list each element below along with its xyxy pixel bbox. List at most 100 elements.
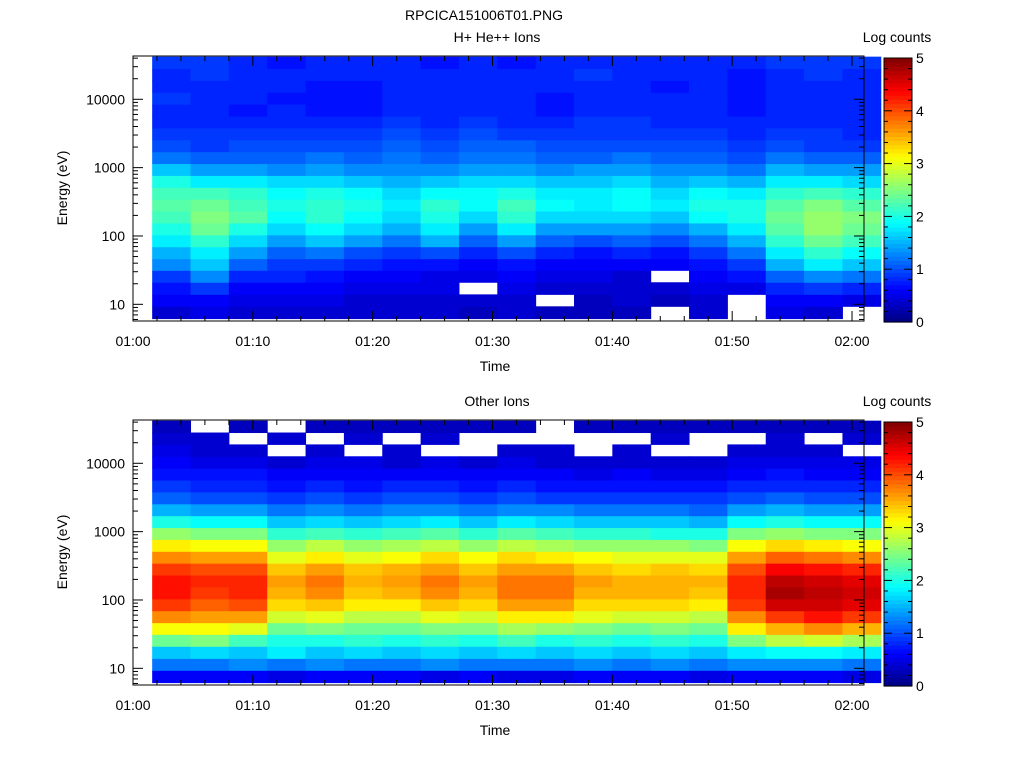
colorbar-swatch bbox=[884, 128, 912, 133]
heatmap-cell bbox=[190, 270, 230, 283]
heatmap-cell bbox=[458, 598, 498, 612]
heatmap-cell bbox=[689, 163, 728, 176]
colorbar-swatch bbox=[884, 103, 912, 109]
heatmap-cell bbox=[689, 222, 728, 236]
colorbar-swatch bbox=[884, 467, 912, 473]
colorbar-swatch bbox=[884, 313, 912, 319]
heatmap-cell bbox=[497, 80, 537, 93]
heatmap-cell bbox=[804, 294, 843, 307]
heatmap-cell bbox=[420, 598, 460, 612]
heatmap-cell bbox=[535, 503, 575, 517]
heatmap-cell bbox=[689, 420, 728, 434]
heatmap-cell bbox=[343, 139, 383, 153]
heatmap-cell bbox=[152, 598, 192, 612]
colorbar-swatch bbox=[884, 140, 912, 146]
heatmap-cell bbox=[765, 270, 805, 283]
heatmap-cell bbox=[650, 139, 690, 153]
colorbar-frame bbox=[883, 421, 913, 687]
heatmap-cell bbox=[190, 646, 230, 659]
heatmap-cell bbox=[804, 503, 843, 517]
heatmap-cell bbox=[689, 282, 728, 295]
heatmap-cell bbox=[382, 670, 422, 684]
heatmap-cell bbox=[305, 175, 345, 188]
colorbar: 0 1 2 3 4 5 bbox=[883, 50, 924, 330]
colorbar-swatch bbox=[884, 223, 912, 228]
heatmap-cell bbox=[343, 163, 383, 176]
x-axis-label: Time bbox=[480, 358, 511, 374]
heatmap-cell bbox=[190, 622, 230, 635]
heatmap-cell bbox=[612, 515, 652, 529]
colorbar-swatch bbox=[884, 305, 912, 311]
heatmap-cell bbox=[382, 294, 422, 307]
heatmap-cell bbox=[842, 68, 882, 81]
heatmap-cell bbox=[497, 116, 537, 129]
colorbar-swatch bbox=[884, 537, 912, 543]
heatmap-cell bbox=[152, 563, 192, 576]
heatmap-cell bbox=[458, 503, 498, 517]
heatmap-cell bbox=[152, 211, 192, 224]
heatmap-cell bbox=[420, 104, 460, 117]
heatmap-cell bbox=[727, 92, 767, 105]
heatmap-cell bbox=[305, 563, 345, 576]
heatmap-cell bbox=[343, 670, 383, 684]
heatmap-cell bbox=[535, 80, 575, 93]
heatmap-cell bbox=[420, 282, 460, 295]
heatmap-cell bbox=[382, 139, 422, 153]
heatmap-cell bbox=[650, 575, 690, 588]
heatmap-cell bbox=[228, 175, 268, 188]
colorbar-swatch bbox=[884, 628, 912, 633]
heatmap-cell bbox=[343, 539, 383, 552]
heatmap-cell bbox=[689, 539, 728, 552]
heatmap-cell bbox=[842, 175, 882, 188]
heatmap-cell bbox=[382, 444, 422, 457]
heatmap-cell bbox=[343, 211, 383, 224]
heatmap-cell bbox=[497, 444, 537, 457]
heatmap-cell bbox=[804, 622, 843, 635]
heatmap-cell bbox=[267, 56, 307, 70]
heatmap-cell bbox=[267, 539, 307, 552]
heatmap-cell bbox=[535, 104, 575, 117]
y-tick-label: 10 bbox=[109, 660, 125, 676]
heatmap-cell bbox=[190, 68, 230, 81]
heatmap-cell bbox=[190, 56, 230, 70]
heatmap-cell bbox=[689, 646, 728, 659]
heatmap-cell bbox=[382, 551, 422, 564]
heatmap-cell bbox=[343, 56, 383, 70]
colorbar-swatch bbox=[884, 119, 912, 125]
heatmap-cell bbox=[190, 306, 230, 320]
heatmap-cell bbox=[804, 104, 843, 117]
heatmap-cell bbox=[535, 270, 575, 283]
colorbar-tick-label: 3 bbox=[916, 156, 924, 172]
heatmap-cell bbox=[497, 634, 537, 647]
heatmap-cell bbox=[574, 622, 613, 635]
heatmap-cell bbox=[804, 539, 843, 552]
heatmap-cell bbox=[612, 468, 652, 481]
heatmap-cell bbox=[804, 127, 843, 141]
heatmap-cell bbox=[267, 163, 307, 176]
heatmap-cell bbox=[612, 282, 652, 295]
heatmap-cell bbox=[689, 234, 728, 248]
colorbar-swatch bbox=[884, 124, 912, 129]
colorbar-swatch bbox=[884, 591, 912, 596]
heatmap-cell bbox=[458, 456, 498, 469]
heatmap-cell bbox=[497, 468, 537, 481]
heatmap-cell bbox=[497, 420, 537, 434]
heatmap-cell bbox=[382, 246, 422, 260]
colorbar-swatch bbox=[884, 496, 912, 501]
heatmap-cell bbox=[420, 211, 460, 224]
heatmap-cell bbox=[382, 480, 422, 493]
heatmap-cell bbox=[612, 163, 652, 176]
colorbar-swatch bbox=[884, 231, 912, 236]
heatmap-cell bbox=[228, 56, 268, 70]
heatmap-cell bbox=[535, 468, 575, 481]
x-tick-label: 01:50 bbox=[715, 697, 750, 713]
heatmap-cell bbox=[305, 515, 345, 529]
heatmap-cell bbox=[842, 456, 882, 469]
heatmap-cells bbox=[152, 420, 882, 684]
heatmap-cell bbox=[343, 634, 383, 647]
heatmap-cell bbox=[458, 658, 498, 671]
heatmap-cell bbox=[190, 586, 230, 600]
heatmap-cell bbox=[535, 634, 575, 647]
heatmap-cell bbox=[458, 468, 498, 481]
heatmap-cell bbox=[420, 503, 460, 517]
